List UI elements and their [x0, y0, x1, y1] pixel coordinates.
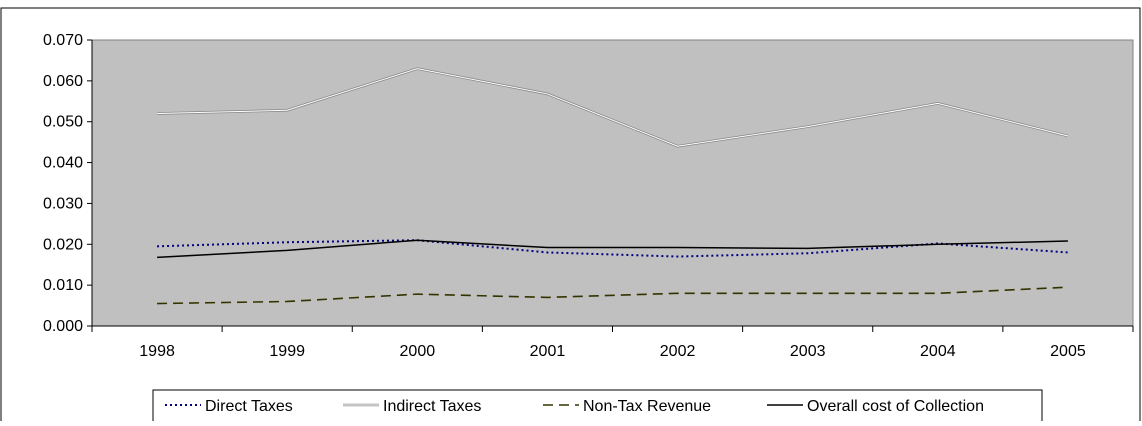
y-tick-label: 0.010 — [43, 277, 83, 294]
y-tick-label: 0.040 — [43, 155, 83, 172]
x-tick-label: 1999 — [269, 343, 305, 360]
legend-label: Overall cost of Collection — [807, 398, 984, 415]
x-tick-label: 2000 — [400, 343, 436, 360]
legend-label: Indirect Taxes — [383, 398, 481, 415]
x-tick-label: 2004 — [920, 343, 956, 360]
x-tick-label: 2003 — [790, 343, 826, 360]
y-tick-label: 0.060 — [43, 73, 83, 90]
x-tick-label: 2005 — [1050, 343, 1086, 360]
legend-label: Direct Taxes — [205, 398, 293, 415]
legend: Direct Taxes Indirect Taxes Non-Tax Revenu… — [153, 390, 1042, 421]
x-tick-label: 2002 — [660, 343, 696, 360]
x-tick-label: 1998 — [139, 343, 175, 360]
y-tick-label: 0.020 — [43, 236, 83, 253]
y-tick-label: 0.030 — [43, 195, 83, 212]
y-tick-label: 0.070 — [43, 32, 83, 49]
plot-area — [92, 40, 1133, 326]
y-tick-label: 0.000 — [43, 318, 83, 335]
legend-label: Non-Tax Revenue — [583, 398, 711, 415]
y-tick-label: 0.050 — [43, 114, 83, 131]
x-tick-label: 2001 — [530, 343, 566, 360]
